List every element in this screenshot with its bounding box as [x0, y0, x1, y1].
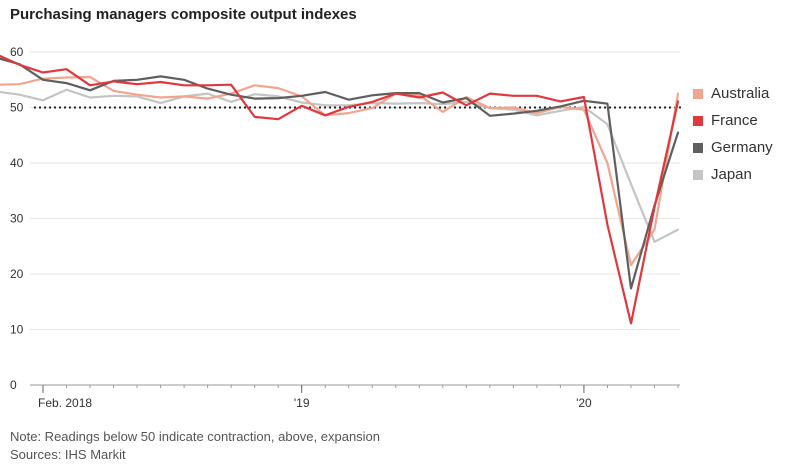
legend-label-japan: Japan — [711, 166, 752, 183]
legend-label-australia: Australia — [711, 85, 770, 102]
series-line-germany — [0, 57, 680, 290]
legend-swatch-japan — [693, 169, 703, 180]
legend-item-germany[interactable]: Germany — [693, 134, 773, 161]
legend-swatch-australia — [693, 88, 703, 99]
x-tick-label-0: Feb. 2018 — [38, 396, 92, 410]
y-tick-label-60: 60 — [10, 45, 24, 59]
y-tick-label-0: 0 — [10, 378, 17, 392]
chart-title: Purchasing managers composite output ind… — [10, 6, 357, 23]
x-tick-label-1: '19 — [294, 396, 310, 410]
y-tick-label-20: 20 — [10, 267, 24, 281]
x-tick-label-2: '20 — [576, 396, 592, 410]
series-line-france — [0, 54, 680, 325]
footnotes: Note: Readings below 50 indicate contrac… — [10, 428, 380, 464]
x-axis: Feb. 2018 '19 '20 — [30, 384, 680, 410]
y-tick-label-30: 30 — [10, 212, 24, 226]
sources-text: Sources: IHS Markit — [10, 447, 126, 462]
legend: Australia France Germany Japan — [693, 80, 773, 188]
series-line-australia — [0, 75, 680, 267]
legend-label-france: France — [711, 112, 758, 129]
y-tick-label-50: 50 — [10, 101, 24, 115]
legend-item-australia[interactable]: Australia — [693, 80, 773, 107]
legend-item-france[interactable]: France — [693, 107, 773, 134]
y-tick-label-40: 40 — [10, 156, 24, 170]
legend-swatch-germany — [693, 142, 703, 153]
series-line-japan — [0, 88, 680, 243]
legend-label-germany: Germany — [711, 139, 773, 156]
series-lines — [0, 54, 680, 325]
note-text: Note: Readings below 50 indicate contrac… — [10, 429, 381, 444]
y-axis: 0 10 20 30 40 50 60 — [10, 45, 24, 392]
legend-item-japan[interactable]: Japan — [693, 161, 773, 188]
y-tick-label-10: 10 — [10, 323, 24, 337]
legend-swatch-france — [693, 115, 703, 126]
